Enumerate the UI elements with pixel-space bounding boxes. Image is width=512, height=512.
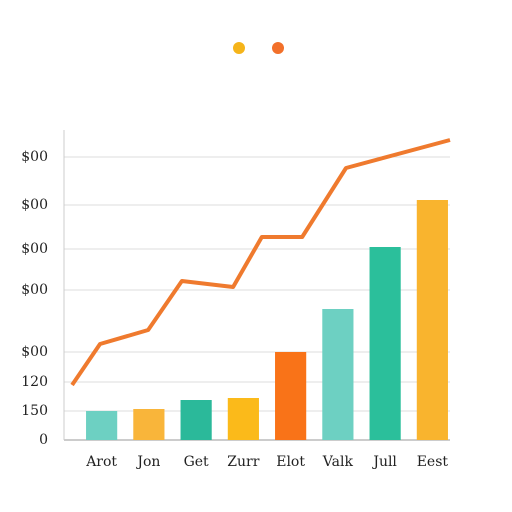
- x-tick-label: Arot: [85, 454, 117, 470]
- bar: [275, 352, 307, 440]
- legend-dot: [272, 42, 284, 54]
- x-tick-label: Jon: [135, 454, 160, 470]
- x-tick-label: Get: [184, 454, 209, 470]
- bar: [86, 411, 118, 440]
- y-tick-label: $00: [21, 197, 48, 213]
- y-tick-label: $00: [21, 344, 48, 360]
- x-tick-label: Valk: [322, 454, 354, 470]
- bar: [322, 309, 354, 440]
- legend-dot: [233, 42, 245, 54]
- y-tick-label: $00: [21, 149, 48, 165]
- y-tick-label: 120: [21, 374, 48, 390]
- x-tick-label: Elot: [276, 454, 305, 470]
- bar: [416, 200, 448, 440]
- bar: [180, 400, 212, 440]
- y-tick-label: $00: [21, 241, 48, 257]
- y-tick-label: 0: [39, 432, 48, 448]
- y-tick-label: 150: [21, 403, 48, 419]
- line: [70, 138, 451, 387]
- bar: [227, 398, 259, 440]
- x-tick-label: Eest: [417, 454, 449, 470]
- bar: [369, 247, 401, 440]
- bar: [133, 409, 165, 440]
- y-tick-label: $00: [21, 282, 48, 298]
- x-tick-label: Zurr: [227, 454, 259, 470]
- x-tick-label: Jull: [371, 454, 397, 470]
